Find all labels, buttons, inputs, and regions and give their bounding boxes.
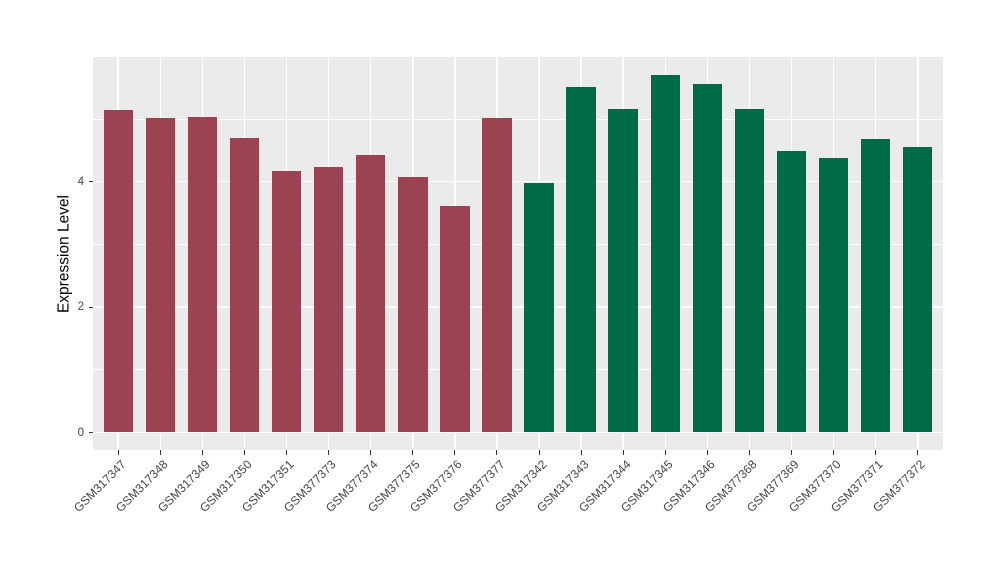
x-axis-tick	[538, 450, 540, 455]
plot-panel	[93, 57, 943, 450]
y-axis-tick	[88, 306, 93, 308]
bar	[650, 75, 680, 433]
y-axis-tick-label: 0	[77, 426, 84, 439]
x-axis-tick	[833, 450, 835, 455]
bar	[482, 117, 512, 433]
bar	[734, 108, 765, 433]
x-axis-tick	[243, 450, 245, 455]
bar	[860, 139, 891, 433]
x-axis-tick	[791, 450, 792, 455]
x-axis-tick	[580, 450, 582, 455]
x-axis-tick	[328, 450, 330, 455]
gridline-minor	[93, 369, 943, 371]
gridline-major	[93, 306, 943, 308]
bar	[103, 109, 133, 433]
x-axis-tick	[412, 450, 414, 455]
x-axis-tick	[496, 450, 498, 455]
x-axis-tick	[664, 450, 666, 455]
x-axis-tick	[454, 450, 456, 455]
bar	[145, 117, 176, 433]
x-axis-tick	[370, 450, 372, 455]
x-axis-tick	[117, 450, 119, 455]
x-axis-tick	[201, 450, 203, 455]
x-axis-tick	[622, 450, 624, 455]
bar	[355, 155, 386, 433]
bar	[271, 171, 302, 433]
y-axis-tick-label: 4	[77, 175, 84, 188]
gridline-minor	[93, 244, 943, 245]
bar	[440, 205, 470, 433]
bar	[903, 146, 933, 433]
bar	[398, 176, 428, 433]
gridline-major	[93, 431, 943, 434]
bar	[608, 108, 638, 433]
x-axis-tick	[159, 450, 161, 455]
x-axis-tick	[917, 450, 919, 455]
x-axis-tick	[875, 450, 877, 455]
y-axis-tick-label: 2	[77, 301, 84, 314]
gridline-minor	[93, 118, 943, 120]
bar	[818, 157, 849, 433]
y-axis-title: Expression Level	[55, 194, 73, 314]
bar	[313, 167, 344, 433]
x-axis-tick	[748, 450, 750, 455]
x-axis-tick	[706, 450, 708, 455]
bar	[692, 83, 723, 433]
gridline-major	[93, 180, 943, 183]
y-axis-tick	[88, 432, 93, 433]
x-axis-tick	[286, 450, 288, 455]
bar	[229, 138, 260, 433]
bar	[524, 182, 554, 433]
y-axis-tick	[88, 181, 93, 183]
bar	[776, 150, 807, 433]
bar	[566, 87, 596, 433]
bar	[187, 117, 218, 433]
